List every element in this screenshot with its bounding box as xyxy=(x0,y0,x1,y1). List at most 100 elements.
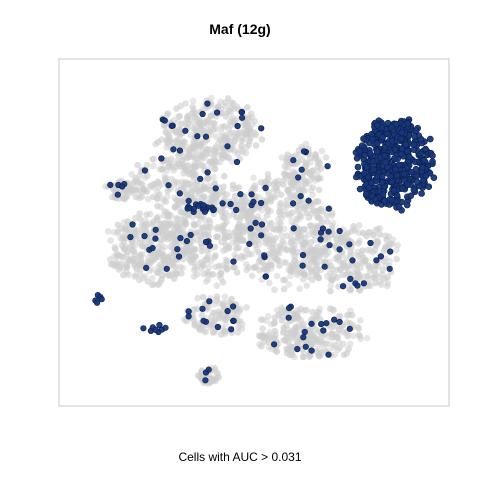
background-cell-point xyxy=(218,129,225,136)
background-cell-point xyxy=(194,294,201,302)
positive-cell-point xyxy=(336,227,343,235)
background-cell-point xyxy=(217,331,225,338)
positive-cell-point xyxy=(294,346,301,353)
background-cell-point xyxy=(220,214,228,222)
positive-cell-point xyxy=(370,166,378,173)
background-cell-point xyxy=(267,265,275,272)
positive-cell-point xyxy=(185,197,192,204)
background-cell-point xyxy=(285,326,293,334)
positive-cell-point xyxy=(360,280,368,287)
positive-cell-point xyxy=(381,152,388,159)
background-cell-point xyxy=(308,210,316,217)
background-cell-point xyxy=(157,203,165,211)
background-cell-point xyxy=(236,227,244,235)
background-cell-point xyxy=(224,95,232,102)
background-cell-point xyxy=(223,131,230,139)
positive-cell-point xyxy=(325,351,332,358)
background-cell-point xyxy=(329,219,337,227)
positive-cell-point xyxy=(321,263,328,270)
background-cell-point xyxy=(287,172,294,180)
background-cell-point xyxy=(276,208,283,216)
background-cell-point xyxy=(179,184,186,191)
background-cell-point xyxy=(193,185,201,193)
background-cell-point xyxy=(133,232,141,240)
positive-cell-point xyxy=(199,110,206,118)
background-cell-point xyxy=(199,147,206,155)
positive-cell-point xyxy=(360,135,367,142)
background-cell-point xyxy=(246,217,254,224)
positive-cell-point xyxy=(156,321,163,329)
background-cell-point xyxy=(300,350,308,358)
positive-cell-point xyxy=(176,147,183,154)
positive-cell-point xyxy=(325,228,332,235)
positive-cell-point xyxy=(386,265,393,272)
positive-cell-point xyxy=(429,152,436,159)
background-cell-point xyxy=(211,165,219,173)
background-cell-point xyxy=(268,219,275,227)
positive-cell-point xyxy=(204,100,211,107)
background-cell-point xyxy=(294,229,301,237)
background-cell-point xyxy=(284,164,292,172)
background-cell-point xyxy=(318,258,326,265)
positive-cell-point xyxy=(366,150,374,157)
positive-cell-point xyxy=(182,127,189,134)
background-cell-point xyxy=(243,246,250,254)
positive-cell-point xyxy=(175,253,183,260)
background-cell-point xyxy=(173,138,180,145)
background-cell-point xyxy=(288,218,295,225)
positive-cell-point xyxy=(422,145,429,153)
background-cell-point xyxy=(295,338,302,345)
positive-cell-point xyxy=(402,141,410,148)
background-cell-point xyxy=(166,217,173,224)
positive-cell-point xyxy=(152,235,159,242)
positive-cell-point xyxy=(224,308,231,315)
background-cell-point xyxy=(180,138,187,145)
positive-cell-point xyxy=(297,193,304,200)
background-cell-point xyxy=(281,259,288,266)
background-cell-point xyxy=(280,285,288,293)
background-cell-point xyxy=(366,267,374,275)
background-cell-point xyxy=(318,349,325,357)
background-cell-point xyxy=(240,136,247,144)
background-cell-point xyxy=(177,185,185,192)
positive-cell-point xyxy=(248,191,255,198)
positive-cell-point xyxy=(387,248,394,255)
background-cell-point xyxy=(287,272,294,280)
background-cell-point xyxy=(331,333,339,341)
background-cell-point xyxy=(338,238,345,246)
background-cell-point xyxy=(253,246,260,253)
background-cell-point xyxy=(344,269,352,276)
background-cell-point xyxy=(150,155,157,163)
background-cell-point xyxy=(222,264,230,271)
background-cell-point xyxy=(181,217,189,225)
background-cell-point xyxy=(303,282,311,289)
positive-cell-point xyxy=(143,264,150,272)
background-cell-point xyxy=(306,337,314,344)
background-cell-point xyxy=(310,231,318,239)
background-cell-point xyxy=(161,212,168,219)
background-cell-point xyxy=(217,314,224,322)
background-cell-point xyxy=(170,231,178,239)
positive-cell-point xyxy=(398,135,405,143)
background-cell-point xyxy=(292,220,299,227)
background-cell-point xyxy=(142,187,149,195)
background-cell-point xyxy=(251,185,259,193)
background-cell-point xyxy=(233,133,240,141)
positive-cell-point xyxy=(161,117,168,124)
background-cell-point xyxy=(229,263,237,271)
positive-cell-point xyxy=(356,185,364,193)
background-cell-point xyxy=(327,305,334,313)
background-cell-point xyxy=(265,331,273,339)
background-cell-point xyxy=(270,225,278,233)
positive-cell-point xyxy=(391,155,398,162)
background-cell-point xyxy=(234,244,241,252)
background-cell-point xyxy=(315,207,323,215)
positive-cell-point xyxy=(404,147,411,155)
background-cell-point xyxy=(205,216,213,224)
background-cell-point xyxy=(219,279,227,286)
background-cell-point xyxy=(233,269,241,276)
background-cell-point xyxy=(350,268,357,276)
background-cell-point xyxy=(203,121,210,128)
background-cell-point xyxy=(281,276,289,284)
background-cell-point xyxy=(323,218,331,225)
